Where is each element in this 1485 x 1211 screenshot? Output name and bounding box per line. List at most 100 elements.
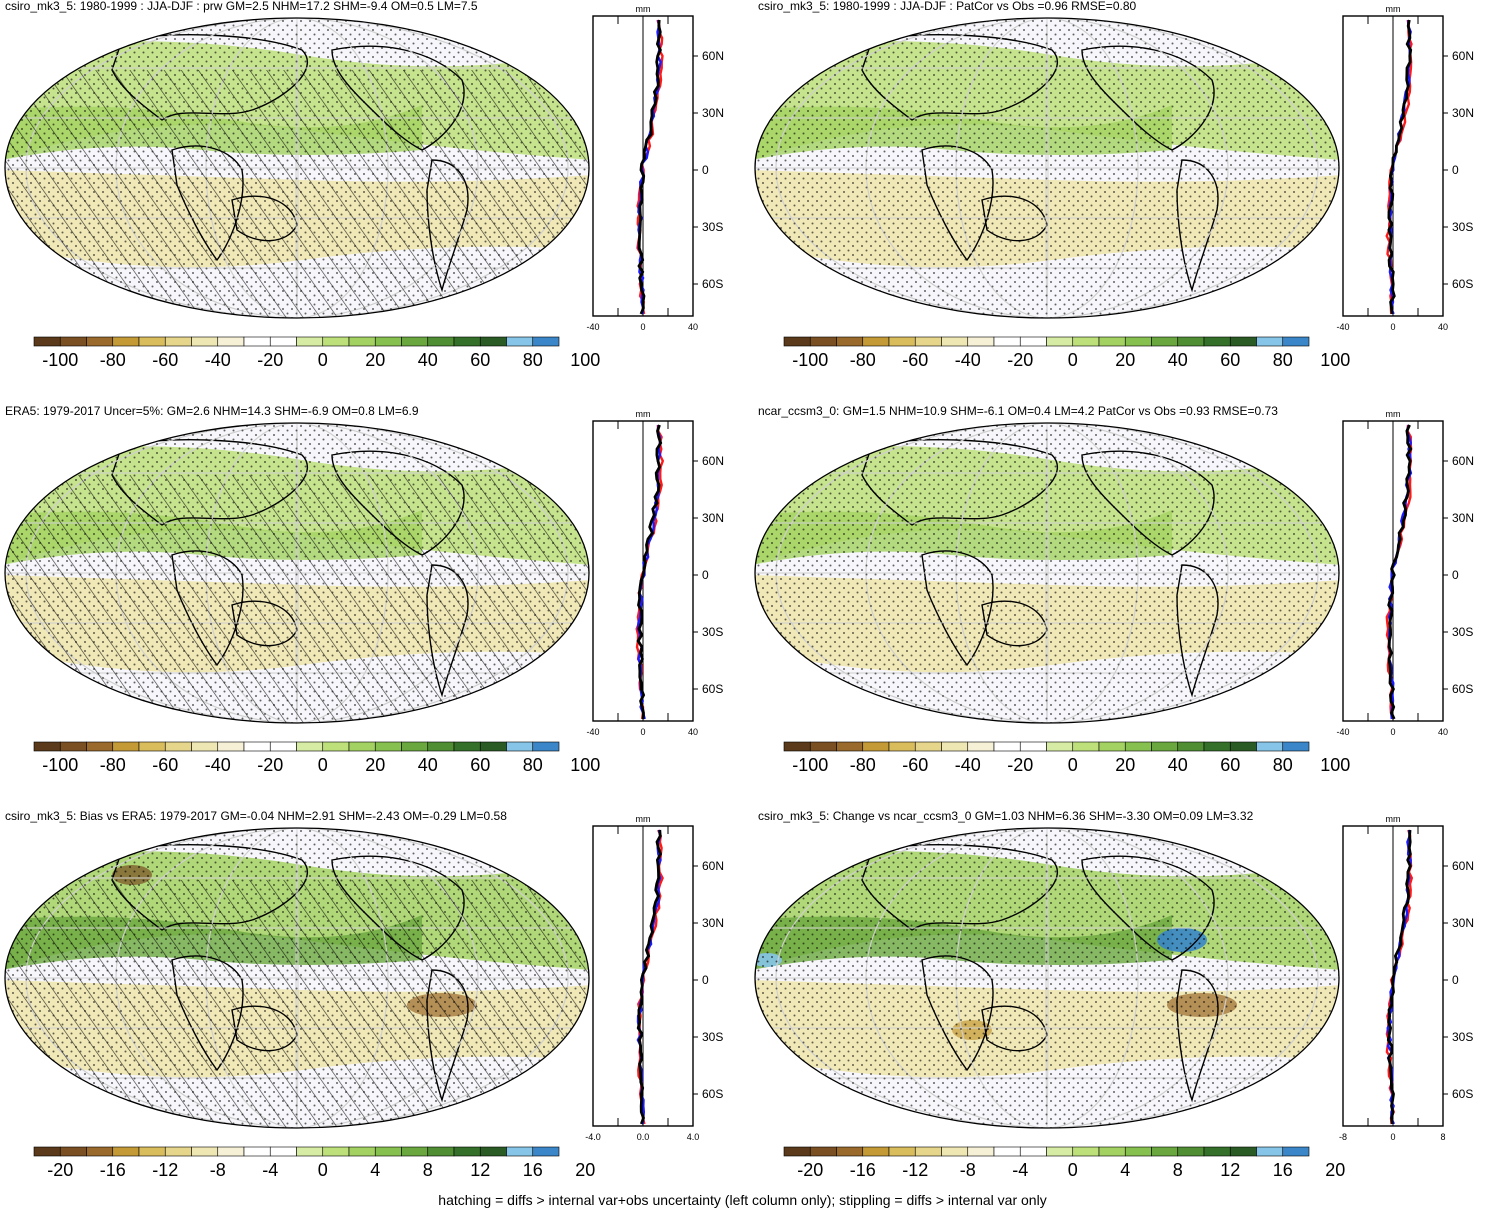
lat-tick-label: 30S <box>702 1030 723 1044</box>
zonal-x-tick: -8 <box>1339 1132 1347 1142</box>
zonal-mean-plot: mm -4.0 0.0 4.0 60N 30N 0 30S 60S <box>585 814 724 1142</box>
colorbar-swatch <box>112 741 140 752</box>
colorbar-swatch <box>1072 1146 1100 1157</box>
colorbar-tick-label: -40 <box>204 350 231 370</box>
colorbar-tick-label: 20 <box>1325 1160 1346 1180</box>
panel-title: csiro_mk3_5: 1980-1999 : JJA-DJF : prw G… <box>5 0 478 13</box>
lat-tick-label: 0 <box>702 163 709 177</box>
colorbar-tick-label: -40 <box>954 350 981 370</box>
colorbar-swatch <box>479 336 507 347</box>
colorbar-swatch <box>479 741 507 752</box>
colorbar-swatch <box>1151 1146 1179 1157</box>
colorbar-swatch <box>836 336 864 347</box>
colorbar-swatch <box>374 741 402 752</box>
colorbar-swatch <box>348 741 376 752</box>
lat-tick-label: 0 <box>702 973 709 987</box>
colorbar-swatch <box>1229 741 1257 752</box>
colorbar-tick-label: 80 <box>1272 755 1293 775</box>
unit-label: mm <box>636 409 651 419</box>
panel-p3: ERA5: 1979-2017 Uncer=5%: GM=2.6 NHM=14.… <box>0 404 740 805</box>
colorbar-swatch <box>1282 336 1310 347</box>
lat-tick-label: 30S <box>1452 1030 1473 1044</box>
colorbar-swatch <box>1203 336 1231 347</box>
stippling <box>755 18 1339 318</box>
hatching <box>5 880 589 1128</box>
colorbar-swatch <box>914 1146 942 1157</box>
lat-tick-label: 60N <box>702 454 724 468</box>
colorbar-swatch <box>191 336 219 347</box>
colorbar-swatch <box>783 336 811 347</box>
colorbar <box>33 741 560 752</box>
colorbar-swatch <box>243 1146 271 1157</box>
colorbar-tick-label: -20 <box>1007 755 1034 775</box>
colorbar-swatch <box>296 336 324 347</box>
colorbar-swatch <box>401 741 429 752</box>
colorbar-tick-label: 20 <box>365 350 386 370</box>
colorbar-swatch <box>138 1146 166 1157</box>
lat-tick-label: 0 <box>702 568 709 582</box>
colorbar-tick-label: -20 <box>797 1160 824 1180</box>
colorbar-swatch <box>888 1146 916 1157</box>
colorbar-swatch <box>1046 741 1074 752</box>
colorbar-swatch <box>374 336 402 347</box>
colorbar-tick-label: 80 <box>1272 350 1293 370</box>
colorbar-swatch <box>164 336 192 347</box>
lat-tick-label: 60N <box>1452 49 1474 63</box>
colorbar-tick-label: -80 <box>849 755 876 775</box>
zonal-profile-black <box>1387 19 1413 315</box>
colorbar <box>33 336 560 347</box>
world-map <box>4 422 590 724</box>
colorbar-swatch <box>506 1146 534 1157</box>
map-border <box>754 17 1340 319</box>
colorbar-tick-label: 100 <box>570 350 601 370</box>
colorbar-tick-label: 40 <box>1167 755 1188 775</box>
colorbar-tick-label: 40 <box>417 350 438 370</box>
colorbar-swatch <box>532 1146 560 1157</box>
colorbar-swatch <box>1151 336 1179 347</box>
colorbar-tick-label: 40 <box>417 755 438 775</box>
colorbar-tick-label: -12 <box>152 1160 179 1180</box>
colorbar-swatch <box>86 741 114 752</box>
lat-tick-label: 30N <box>702 916 724 930</box>
map-border <box>4 827 590 1129</box>
colorbar <box>783 741 1310 752</box>
colorbar-swatch <box>138 336 166 347</box>
colorbar-tick-label: 12 <box>1220 1160 1241 1180</box>
colorbar-swatch <box>809 1146 837 1157</box>
colorbar-swatch <box>1098 741 1126 752</box>
panel-p2: csiro_mk3_5: 1980-1999 : JJA-DJF : PatCo… <box>750 0 1485 400</box>
colorbar-swatch <box>1282 741 1310 752</box>
colorbar-tick-label: -20 <box>1007 350 1034 370</box>
colorbar-tick-label: -80 <box>99 755 126 775</box>
colorbar-swatch <box>296 1146 324 1157</box>
colorbar-swatch <box>941 1146 969 1157</box>
colorbar-swatch <box>217 741 245 752</box>
colorbar-swatch <box>453 741 481 752</box>
lat-tick-label: 0 <box>1452 568 1459 582</box>
zonal-profile-black <box>637 19 662 315</box>
map-border <box>4 17 590 319</box>
lat-tick-label: 30S <box>702 220 723 234</box>
panel-title: csiro_mk3_5: 1980-1999 : JJA-DJF : PatCo… <box>758 0 1137 13</box>
colorbar-swatch <box>914 336 942 347</box>
colorbar-tick-label: -16 <box>849 1160 876 1180</box>
lat-tick-label: 30S <box>702 625 723 639</box>
colorbar-tick-label: 12 <box>470 1160 491 1180</box>
colorbar-swatch <box>809 336 837 347</box>
colorbar-swatch <box>1256 336 1284 347</box>
colorbar-tick-label: 0 <box>317 350 328 370</box>
lat-tick-label: 60S <box>1452 1087 1473 1101</box>
colorbar-tick-label: -12 <box>902 1160 929 1180</box>
colorbar-tick-label: 4 <box>370 1160 381 1180</box>
colorbar-swatch <box>138 741 166 752</box>
unit-label: mm <box>636 814 651 824</box>
lat-tick-label: 60S <box>1452 277 1473 291</box>
zonal-x-tick: 40 <box>1438 727 1448 737</box>
colorbar-tick-label: 100 <box>570 755 601 775</box>
colorbar-swatch <box>217 336 245 347</box>
zonal-x-tick: -40 <box>1336 322 1349 332</box>
lat-tick-label: 60N <box>702 49 724 63</box>
hatching <box>5 475 589 723</box>
colorbar-swatch <box>33 1146 61 1157</box>
colorbar-tick-label: -60 <box>152 350 179 370</box>
